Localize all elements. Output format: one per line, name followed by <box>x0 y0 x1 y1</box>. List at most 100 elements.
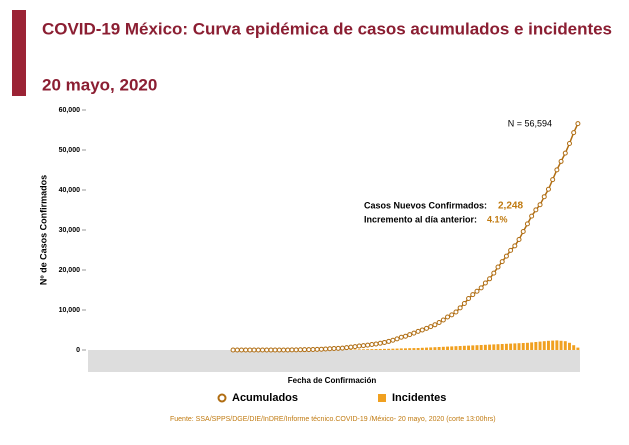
point <box>508 247 514 253</box>
bar <box>357 349 361 350</box>
bar <box>568 342 571 350</box>
bar <box>441 346 445 350</box>
point <box>424 325 430 331</box>
point <box>247 347 253 353</box>
bar <box>471 345 475 350</box>
bar <box>572 345 576 350</box>
point <box>436 320 442 325</box>
bar <box>416 348 420 350</box>
point <box>495 264 501 270</box>
point <box>419 327 425 333</box>
legend-label: Incidentes <box>392 392 446 404</box>
point <box>474 288 480 294</box>
y-tick-label: 30,000 <box>59 227 81 234</box>
point <box>230 347 236 353</box>
point <box>566 140 572 146</box>
bar <box>559 340 563 350</box>
y-tick-label: 10,000 <box>59 307 81 314</box>
bar <box>404 348 407 350</box>
point <box>293 347 299 353</box>
bar <box>399 348 403 350</box>
bar <box>492 344 496 350</box>
point <box>554 167 560 173</box>
point <box>285 347 291 353</box>
bar <box>534 342 538 350</box>
bar <box>361 349 365 350</box>
bar <box>530 342 534 350</box>
point <box>512 243 518 249</box>
point <box>529 213 535 219</box>
point <box>255 347 261 353</box>
point <box>524 221 530 227</box>
bar <box>475 345 479 350</box>
point <box>365 342 371 348</box>
bar <box>546 340 550 350</box>
point <box>243 347 249 353</box>
bar <box>551 340 555 350</box>
annotation: 4.1% <box>487 214 508 224</box>
point <box>432 322 438 328</box>
source: Fuente: SSA/SPPS/DGE/DIE/InDRE/Informe t… <box>170 416 496 423</box>
point <box>440 317 446 323</box>
y-tick-label: 50,000 <box>59 147 81 154</box>
bar <box>378 348 382 350</box>
bar <box>408 348 412 350</box>
bar <box>450 346 454 350</box>
point <box>558 158 564 164</box>
point <box>482 280 488 286</box>
point <box>550 177 556 183</box>
point <box>289 347 295 353</box>
bar <box>391 348 395 350</box>
point <box>238 347 244 353</box>
point <box>562 150 568 156</box>
point <box>407 332 413 338</box>
point <box>470 292 476 298</box>
bar <box>437 347 441 350</box>
point <box>541 194 547 200</box>
point <box>499 259 505 265</box>
y-tick-label: 40,000 <box>59 187 81 194</box>
point <box>369 341 375 347</box>
bar <box>479 345 483 350</box>
bar <box>454 346 458 350</box>
point <box>402 333 408 339</box>
point <box>394 336 400 342</box>
point <box>251 347 257 353</box>
point <box>466 296 472 302</box>
point <box>390 337 396 343</box>
y-tick-label: 60,000 <box>59 107 81 114</box>
point <box>545 186 551 192</box>
point <box>352 344 358 350</box>
bar <box>366 349 370 350</box>
point <box>453 309 459 315</box>
point <box>331 346 337 352</box>
point <box>377 340 383 346</box>
bar <box>370 349 374 350</box>
point <box>520 229 526 235</box>
point <box>491 270 497 276</box>
legend-marker <box>378 394 386 402</box>
point <box>318 346 324 352</box>
chart-subtitle: 20 mayo, 2020 <box>42 75 157 94</box>
bar <box>542 341 546 350</box>
bar <box>509 343 513 350</box>
bar <box>500 344 504 350</box>
bar <box>563 341 567 350</box>
bar <box>467 345 471 350</box>
bar <box>420 347 424 350</box>
x-axis-label: Fecha de Confirmación <box>288 376 377 385</box>
point <box>276 347 282 353</box>
point <box>327 346 333 352</box>
point <box>281 347 287 353</box>
bar <box>433 347 437 350</box>
point <box>335 345 341 351</box>
bar <box>488 344 492 350</box>
bar <box>538 341 542 350</box>
bar <box>458 346 462 350</box>
annotation: 2,248 <box>498 201 523 212</box>
bar <box>353 349 357 350</box>
point <box>234 347 240 353</box>
point <box>411 330 417 336</box>
accent-bar <box>12 10 26 96</box>
point <box>272 347 278 353</box>
